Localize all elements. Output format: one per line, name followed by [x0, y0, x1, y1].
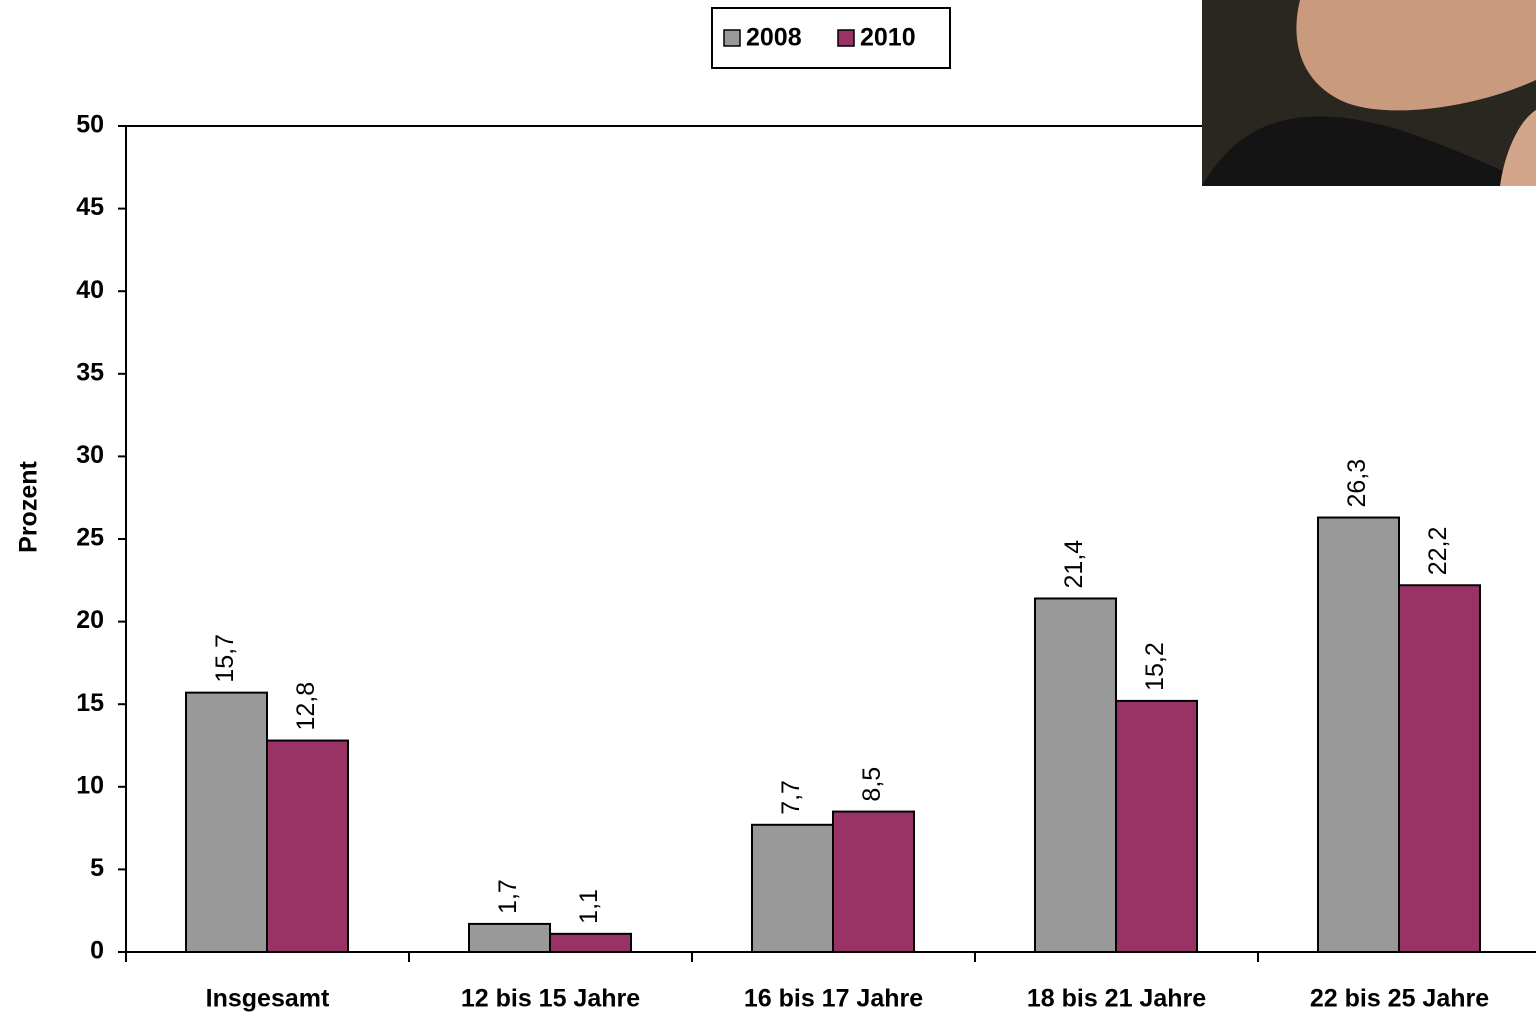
y-tick-label: 5	[90, 854, 104, 882]
x-tick-label: 22 bis 25 Jahre	[1310, 985, 1489, 1013]
legend-label: 2010	[860, 24, 916, 52]
x-tick-label: Insgesamt	[206, 985, 330, 1013]
bar	[185, 691, 268, 953]
bar	[1317, 516, 1400, 953]
legend-label: 2008	[746, 24, 802, 52]
bar	[549, 932, 632, 954]
value-label: 8,5	[858, 767, 886, 802]
y-tick-label: 0	[90, 937, 104, 965]
y-tick-label: 30	[76, 441, 104, 469]
value-label: 21,4	[1060, 540, 1088, 589]
bar	[1398, 584, 1481, 953]
y-tick-label: 50	[76, 111, 104, 139]
value-label: 12,8	[292, 682, 320, 731]
bar	[832, 810, 915, 954]
photo	[1202, 0, 1536, 186]
legend	[711, 7, 951, 69]
y-tick-label: 10	[76, 771, 104, 799]
y-tick-label: 40	[76, 276, 104, 304]
bar	[1034, 597, 1117, 953]
bar	[1115, 699, 1198, 953]
bar	[266, 739, 349, 953]
x-tick-label: 12 bis 15 Jahre	[461, 985, 640, 1013]
value-label: 15,7	[211, 634, 239, 683]
bar	[468, 922, 551, 954]
value-label: 1,1	[575, 889, 603, 924]
value-label: 15,2	[1141, 642, 1169, 691]
value-label: 7,7	[777, 780, 805, 815]
y-axis-label: Prozent	[15, 460, 43, 552]
y-tick-label: 45	[76, 193, 104, 221]
y-tick-label: 25	[76, 524, 104, 552]
x-tick-label: 16 bis 17 Jahre	[744, 985, 923, 1013]
y-tick-label: 20	[76, 606, 104, 634]
y-tick-label: 35	[76, 358, 104, 386]
legend-swatch	[723, 29, 741, 47]
x-tick-label: 18 bis 21 Jahre	[1027, 985, 1206, 1013]
y-tick-label: 15	[76, 689, 104, 717]
value-label: 1,7	[494, 879, 522, 914]
value-label: 26,3	[1343, 459, 1371, 508]
bar	[751, 823, 834, 954]
legend-swatch	[837, 29, 855, 47]
value-label: 22,2	[1424, 527, 1452, 576]
